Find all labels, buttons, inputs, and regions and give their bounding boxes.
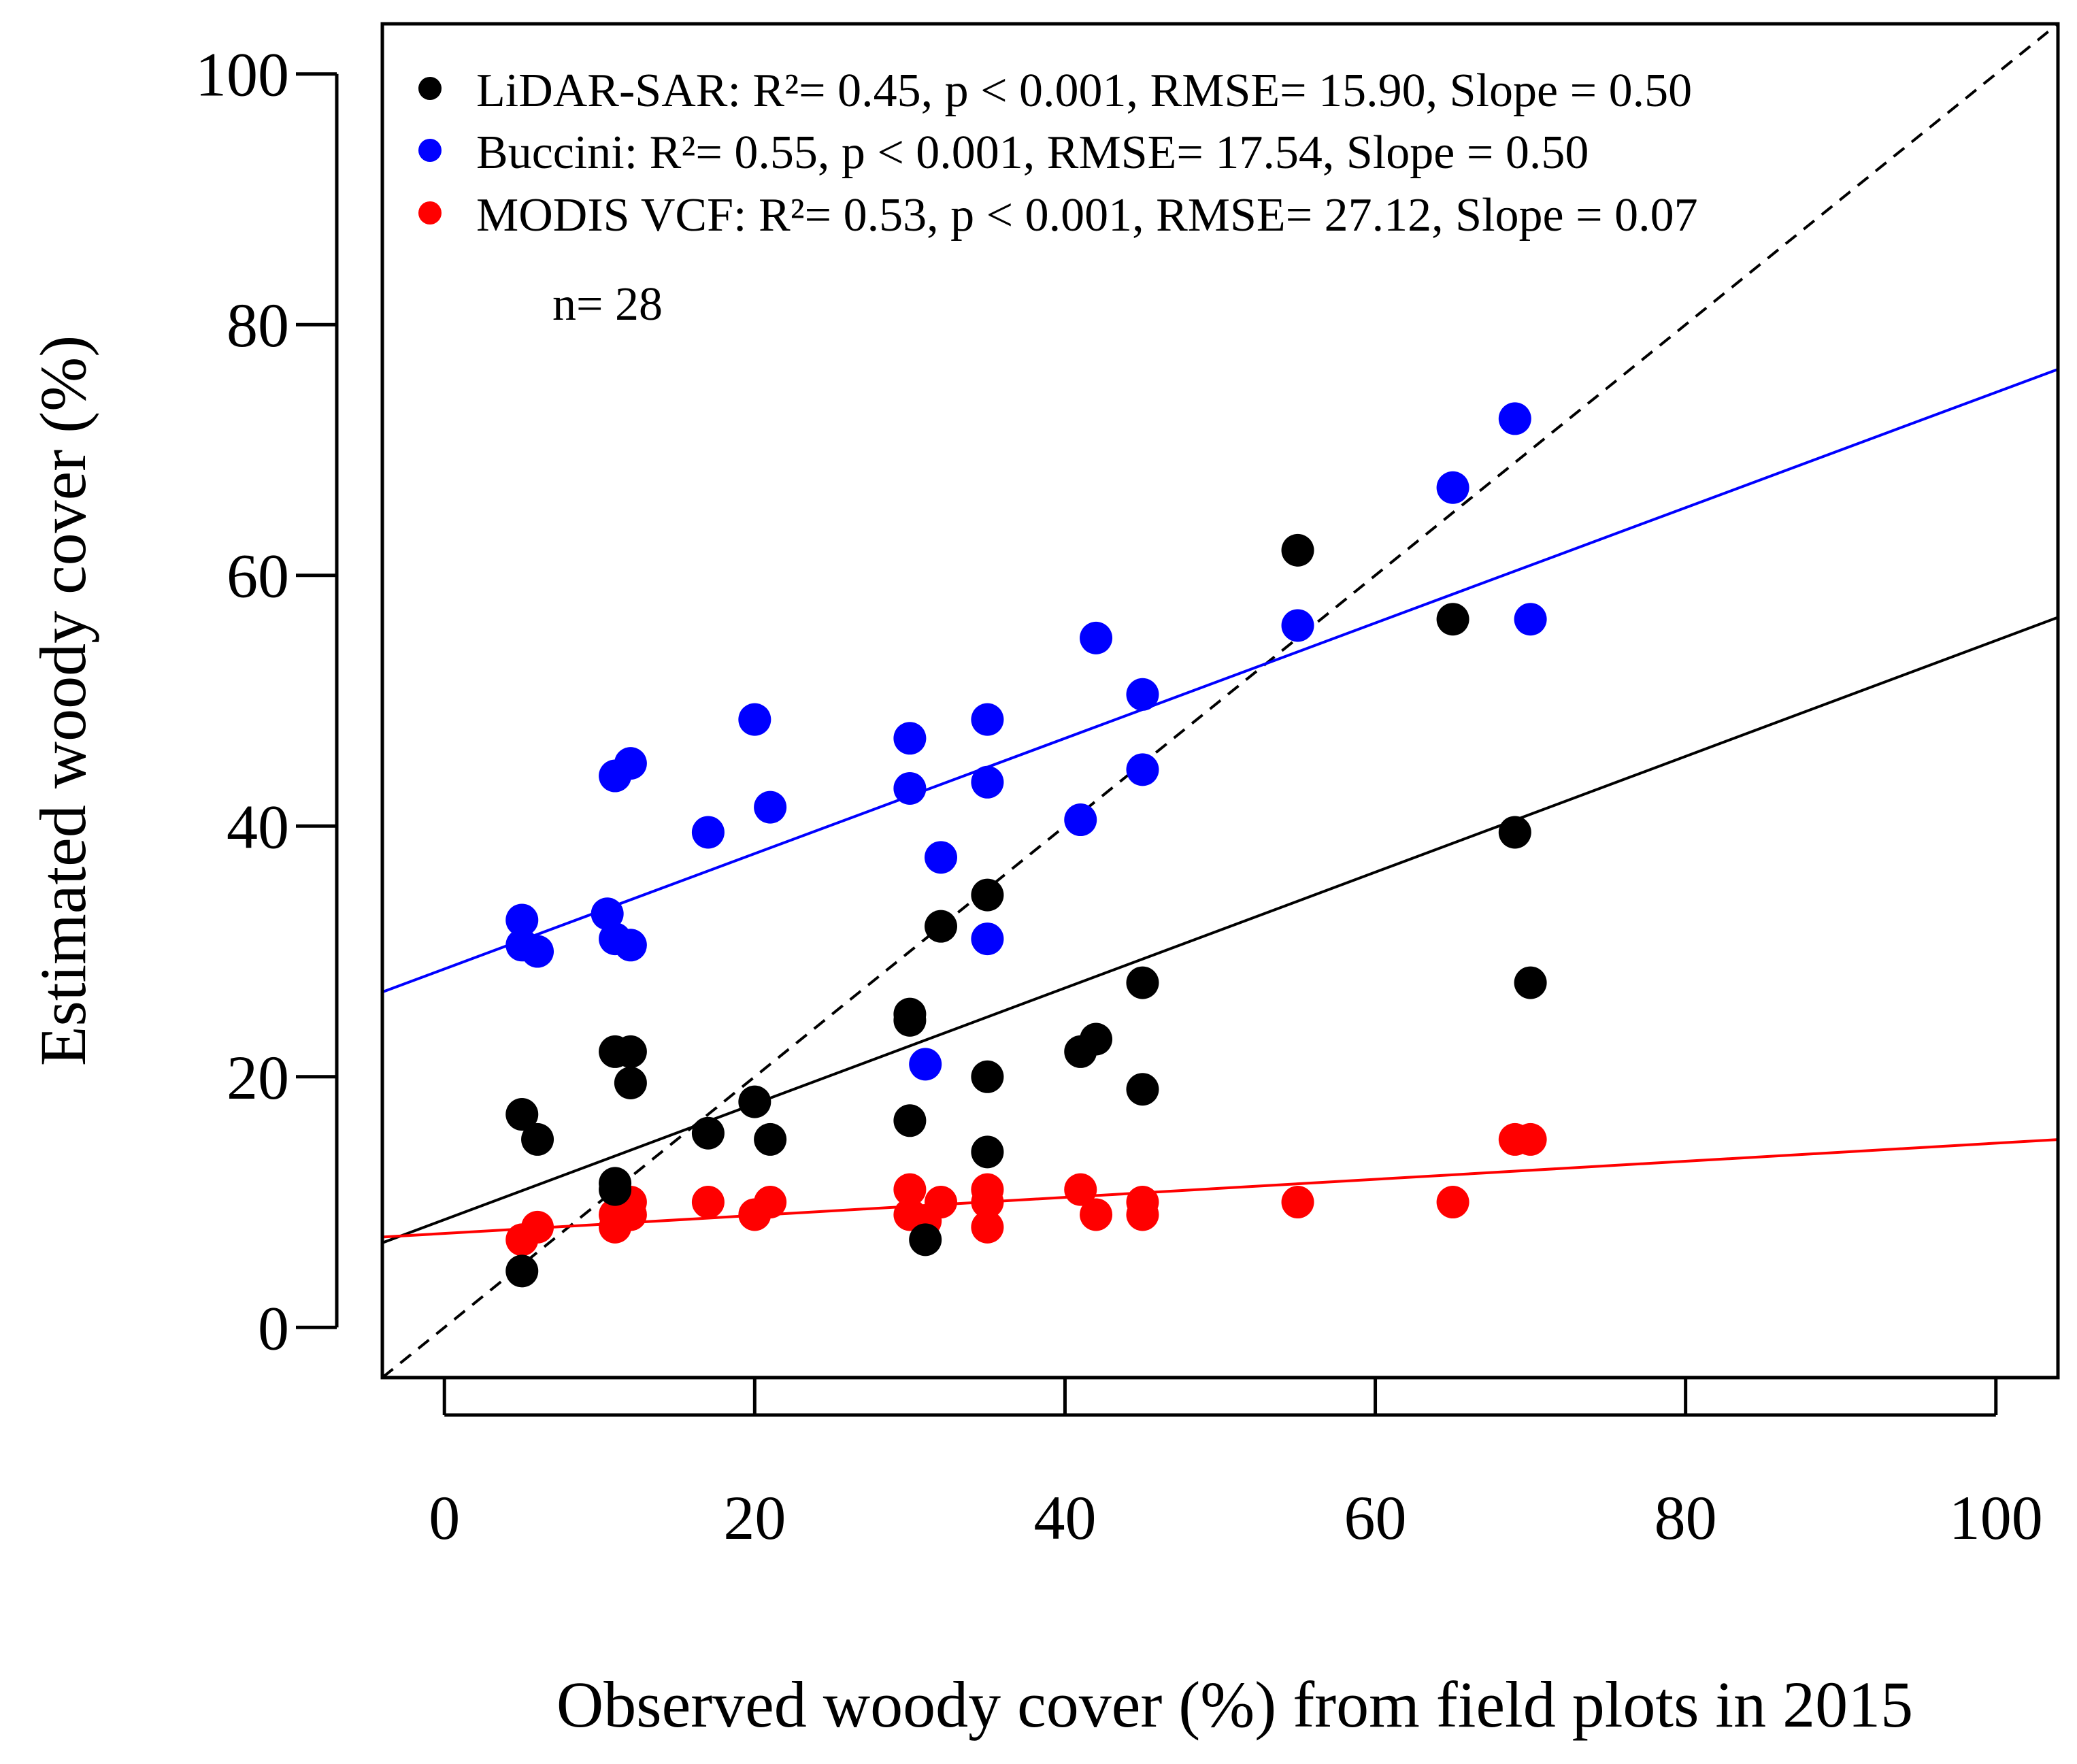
point-series-1-0 xyxy=(505,903,539,937)
y-tick-label-3: 60 xyxy=(227,542,289,611)
one-to-one-line xyxy=(382,24,2058,1378)
point-series-0-24 xyxy=(1436,603,1469,636)
point-series-0-10 xyxy=(754,1122,787,1156)
y-tick-label-5: 100 xyxy=(195,40,289,110)
point-series-0-16 xyxy=(971,878,1004,912)
point-series-2-20 xyxy=(1281,1186,1314,1219)
data-points xyxy=(505,402,1547,1288)
x-tick-label-4: 80 xyxy=(1655,1483,1717,1552)
point-series-0-13 xyxy=(893,1104,927,1137)
point-series-2-19 xyxy=(1126,1198,1159,1231)
y-tick-label-1: 20 xyxy=(227,1043,289,1112)
point-series-1-7 xyxy=(614,929,647,962)
point-series-0-26 xyxy=(1514,966,1547,999)
point-series-1-15 xyxy=(971,703,1004,736)
point-series-1-24 xyxy=(1498,402,1531,435)
point-series-0-0 xyxy=(505,1098,539,1131)
point-series-1-13 xyxy=(909,1048,942,1081)
point-series-0-23 xyxy=(1281,533,1314,567)
y-tick-label-2: 40 xyxy=(227,792,289,861)
point-series-0-17 xyxy=(971,1060,1004,1093)
point-series-0-14 xyxy=(909,1223,942,1257)
point-series-1-22 xyxy=(1281,609,1314,642)
point-series-1-25 xyxy=(1514,603,1547,636)
point-series-1-18 xyxy=(1064,803,1097,837)
legend-marker-1 xyxy=(418,139,442,162)
point-series-0-15 xyxy=(925,910,957,943)
plot-frame xyxy=(380,22,2060,1380)
y-tick-label-0: 0 xyxy=(258,1293,289,1363)
point-series-2-16 xyxy=(1064,1173,1097,1206)
x-tick-label-1: 20 xyxy=(723,1483,786,1552)
x-tick-label-2: 40 xyxy=(1033,1483,1096,1552)
legend-marker-0 xyxy=(418,77,442,100)
point-series-1-3 xyxy=(591,897,624,931)
point-series-0-18 xyxy=(971,1135,1004,1169)
legend-label-0: LiDAR-SAR: R²= 0.45, p < 0.001, RMSE= 15… xyxy=(476,65,1692,117)
point-series-2-14 xyxy=(971,1186,1004,1219)
point-series-1-8 xyxy=(691,816,725,849)
y-axis-title: Estimated woody cover (%) xyxy=(27,335,99,1066)
point-series-1-16 xyxy=(971,765,1004,799)
x-tick-label-5: 100 xyxy=(1949,1483,2043,1552)
point-series-0-1 xyxy=(521,1122,554,1156)
point-series-2-8 xyxy=(754,1186,787,1219)
y-tick-label-4: 80 xyxy=(227,290,289,360)
point-series-0-20 xyxy=(1080,1022,1113,1056)
point-series-2-6 xyxy=(691,1186,725,1219)
x-axis: 0 20 40 60 80 100 xyxy=(429,1378,2043,1552)
point-series-1-21 xyxy=(1126,753,1159,786)
point-series-0-25 xyxy=(1498,816,1531,849)
point-series-2-21 xyxy=(1436,1186,1469,1219)
point-series-1-17 xyxy=(971,922,1004,956)
point-series-0-7 xyxy=(599,1173,632,1206)
point-series-0-22 xyxy=(1126,1073,1159,1106)
point-series-2-12 xyxy=(925,1186,957,1219)
point-series-1-14 xyxy=(925,841,957,874)
point-series-1-11 xyxy=(893,722,927,755)
point-series-2-5 xyxy=(614,1198,647,1231)
point-series-2-17 xyxy=(1080,1198,1113,1231)
point-series-1-6 xyxy=(614,747,647,780)
point-series-1-20 xyxy=(1126,678,1159,711)
point-series-1-19 xyxy=(1080,621,1113,654)
point-series-1-12 xyxy=(893,771,927,805)
legend: LiDAR-SAR: R²= 0.45, p < 0.001, RMSE= 15… xyxy=(418,65,1698,242)
point-series-2-1 xyxy=(521,1210,554,1244)
x-tick-label-0: 0 xyxy=(429,1483,460,1552)
point-series-0-12 xyxy=(893,1003,927,1037)
point-series-0-5 xyxy=(614,1035,647,1068)
regression-lines xyxy=(382,367,2058,1244)
fit-line-2 xyxy=(382,1138,2058,1239)
sample-size-annotation: n= 28 xyxy=(552,278,663,331)
point-series-2-15 xyxy=(971,1210,1004,1244)
point-series-1-9 xyxy=(738,703,771,736)
point-series-0-21 xyxy=(1126,966,1159,999)
point-series-0-6 xyxy=(614,1066,647,1099)
x-tick-label-3: 60 xyxy=(1344,1483,1407,1552)
y-axis: 0 20 40 60 80 100 xyxy=(195,40,339,1363)
point-series-0-2 xyxy=(505,1254,539,1288)
x-axis-title: Observed woody cover (%) from field plot… xyxy=(556,1668,1913,1741)
fit-line-0 xyxy=(382,616,2058,1244)
fit-line-1 xyxy=(382,367,2058,994)
point-series-0-9 xyxy=(738,1085,771,1118)
point-series-1-23 xyxy=(1436,471,1469,504)
point-series-2-23 xyxy=(1514,1122,1547,1156)
point-series-0-8 xyxy=(691,1116,725,1150)
point-series-2-9 xyxy=(893,1173,927,1206)
legend-label-1: Buccini: R²= 0.55, p < 0.001, RMSE= 17.5… xyxy=(476,127,1589,179)
legend-marker-2 xyxy=(418,201,442,224)
legend-label-2: MODIS VCF: R²= 0.53, p < 0.001, RMSE= 27… xyxy=(476,189,1698,242)
point-series-1-2 xyxy=(521,935,554,968)
point-series-1-10 xyxy=(754,791,787,824)
